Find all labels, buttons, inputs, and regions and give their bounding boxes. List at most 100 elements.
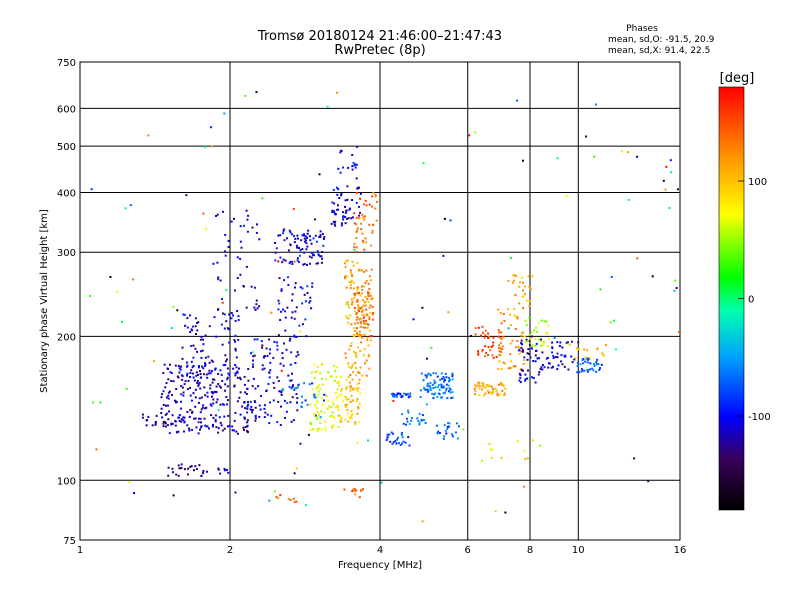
data-point (334, 220, 337, 223)
data-point (245, 393, 248, 395)
data-point (675, 287, 678, 289)
data-point (197, 383, 200, 386)
data-point (133, 492, 135, 494)
data-point (580, 370, 583, 373)
data-point (247, 214, 250, 217)
data-point (538, 371, 541, 373)
data-point (300, 405, 303, 408)
data-point (668, 207, 671, 209)
data-point (564, 354, 567, 357)
data-point (132, 278, 135, 281)
data-point (520, 350, 523, 353)
data-point (243, 416, 246, 419)
data-point (360, 334, 363, 337)
data-point (297, 353, 300, 356)
data-point (154, 421, 157, 423)
data-point (293, 334, 296, 337)
data-point (289, 337, 292, 340)
data-point (386, 433, 389, 436)
data-point (347, 303, 350, 306)
data-point (273, 340, 276, 343)
data-point (233, 419, 236, 422)
data-point (336, 381, 339, 384)
data-point (316, 429, 319, 432)
data-point (417, 419, 420, 422)
data-point (677, 331, 680, 333)
data-point (214, 367, 217, 370)
data-point (524, 293, 526, 296)
data-point (231, 425, 234, 428)
data-point (185, 365, 188, 368)
data-point (186, 374, 188, 377)
data-point (288, 385, 291, 388)
data-point (558, 345, 561, 347)
data-point (501, 383, 504, 386)
data-point (388, 433, 391, 436)
data-point (219, 472, 222, 475)
data-point (362, 239, 364, 242)
data-point (171, 414, 174, 417)
data-point (193, 417, 196, 420)
data-point (316, 250, 319, 253)
data-point (314, 234, 317, 237)
data-point (496, 394, 499, 396)
data-point (276, 344, 279, 347)
data-point (361, 299, 364, 302)
data-point (404, 441, 407, 444)
data-point (435, 372, 437, 375)
data-point (439, 396, 442, 399)
data-point (171, 467, 174, 470)
data-point (200, 350, 203, 353)
data-point (195, 333, 197, 335)
data-point (535, 331, 538, 333)
data-point (360, 222, 362, 225)
data-point (175, 388, 178, 390)
data-point (169, 371, 172, 374)
data-point (296, 386, 299, 389)
data-point (172, 494, 175, 497)
data-point (354, 421, 357, 424)
data-point (498, 347, 500, 349)
data-point (296, 409, 299, 412)
data-point (296, 257, 299, 260)
data-point (524, 373, 527, 376)
data-point (321, 377, 323, 380)
data-point (344, 396, 347, 398)
data-point (512, 365, 515, 368)
data-point (197, 432, 200, 435)
data-point (251, 408, 253, 411)
data-point (474, 333, 477, 336)
data-point (589, 368, 591, 371)
data-point (517, 349, 520, 352)
data-point (265, 347, 268, 350)
data-point (317, 262, 319, 265)
data-point (524, 458, 527, 460)
data-point (358, 268, 361, 271)
data-point (586, 349, 589, 352)
data-point (359, 392, 361, 395)
data-point (359, 197, 362, 200)
data-point (363, 301, 366, 304)
data-point (363, 314, 366, 317)
data-point (390, 393, 393, 396)
data-point (177, 365, 180, 367)
data-point (486, 385, 489, 387)
data-point (352, 216, 354, 219)
data-point (302, 263, 305, 266)
data-point (371, 297, 374, 300)
data-point (234, 340, 237, 343)
data-point (519, 368, 522, 371)
data-point (353, 242, 356, 245)
data-point (183, 416, 186, 419)
data-point (185, 361, 188, 364)
data-point (319, 234, 322, 237)
data-point (183, 468, 186, 471)
data-point (247, 368, 250, 370)
data-point (357, 371, 360, 374)
data-point (592, 369, 595, 372)
data-point (371, 306, 374, 309)
data-point (206, 470, 208, 473)
data-point (354, 163, 357, 166)
data-point (595, 363, 598, 366)
data-point (345, 260, 348, 262)
